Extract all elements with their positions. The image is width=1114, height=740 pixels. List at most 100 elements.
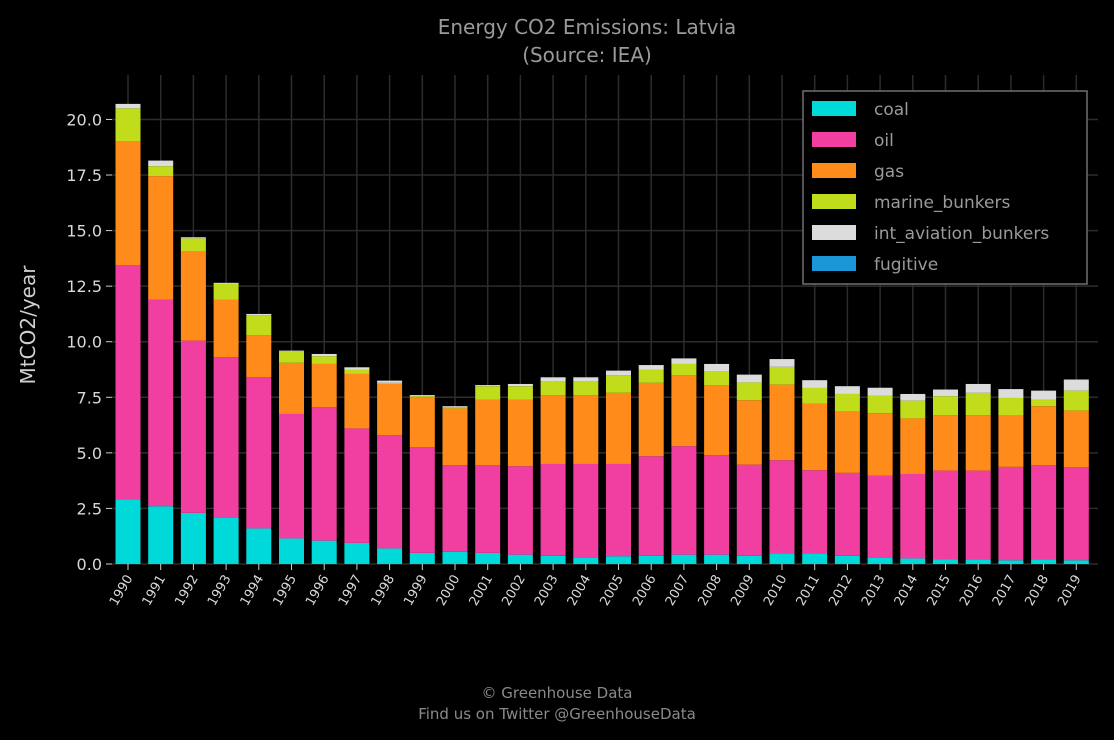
bar-int_aviation_bunkers-1993 <box>213 282 239 284</box>
bar-int_aviation_bunkers-2008 <box>704 363 730 372</box>
bar-gas-1999 <box>409 397 435 448</box>
x-tick-label: 2005 <box>597 573 627 609</box>
bar-coal-1991 <box>148 506 174 564</box>
bar-coal-2003 <box>540 555 566 564</box>
bar-oil-2010 <box>769 460 795 554</box>
bar-int_aviation_bunkers-1994 <box>246 313 272 316</box>
bar-marine_bunkers-1993 <box>213 283 239 300</box>
bar-gas-2018 <box>1031 406 1057 466</box>
bar-oil-2014 <box>900 473 926 559</box>
x-tick-label: 2014 <box>892 573 922 609</box>
bar-gas-2009 <box>736 400 762 465</box>
bar-gas-2007 <box>671 375 697 447</box>
bar-oil-2019 <box>1063 467 1089 561</box>
bar-oil-2005 <box>606 463 631 557</box>
bar-coal-2005 <box>606 556 631 564</box>
bar-gas-2000 <box>442 408 468 466</box>
bar-coal-1996 <box>311 540 337 564</box>
bar-oil-2006 <box>638 456 664 556</box>
x-tick-label: 1991 <box>140 573 170 609</box>
bar-gas-2013 <box>867 413 893 476</box>
x-tick-label: 1994 <box>238 573 268 609</box>
y-tick-label: 7.5 <box>77 388 102 407</box>
bar-coal-2009 <box>736 555 762 564</box>
bar-marine_bunkers-2019 <box>1063 390 1089 411</box>
legend-label-int_aviation_bunkers: int_aviation_bunkers <box>874 224 1049 244</box>
y-tick-label: 0.0 <box>77 555 102 574</box>
bar-coal-2016 <box>965 559 991 564</box>
bar-marine_bunkers-1992 <box>180 238 206 252</box>
bar-coal-2000 <box>442 551 468 564</box>
bar-gas-2015 <box>933 415 958 471</box>
bar-marine_bunkers-2001 <box>475 386 501 400</box>
bar-int_aviation_bunkers-2013 <box>867 387 893 396</box>
bar-gas-1996 <box>311 363 337 408</box>
bar-oil-1993 <box>213 357 239 518</box>
bar-oil-2007 <box>671 446 697 555</box>
x-tick-label: 1997 <box>336 573 366 609</box>
bar-oil-1990 <box>115 265 141 500</box>
y-axis-label: MtCO2/year <box>16 265 40 385</box>
bar-marine_bunkers-2016 <box>965 392 991 416</box>
bar-marine_bunkers-2003 <box>540 381 566 396</box>
y-tick-label: 15.0 <box>66 222 102 241</box>
bar-marine_bunkers-2002 <box>507 386 533 400</box>
y-tick-label: 20.0 <box>66 110 102 129</box>
bar-marine_bunkers-2008 <box>704 371 730 386</box>
x-tick-label: 1995 <box>270 573 300 609</box>
bar-marine_bunkers-2004 <box>573 381 599 396</box>
bar-gas-1991 <box>148 176 174 300</box>
bar-coal-1997 <box>344 542 370 564</box>
bar-int_aviation_bunkers-2010 <box>769 359 795 367</box>
x-tick-label: 2018 <box>1023 573 1053 609</box>
bar-coal-2007 <box>671 554 697 564</box>
bar-gas-2010 <box>769 384 795 461</box>
x-tick-label: 1998 <box>369 573 399 609</box>
x-tick-label: 2015 <box>924 573 954 609</box>
bar-int_aviation_bunkers-1998 <box>377 380 403 383</box>
bar-marine_bunkers-2018 <box>1031 399 1057 407</box>
bar-int_aviation_bunkers-1992 <box>180 237 206 239</box>
bar-oil-1994 <box>246 377 272 529</box>
x-tick-label: 2016 <box>957 573 987 609</box>
bar-oil-2015 <box>933 470 958 560</box>
bar-gas-2006 <box>638 382 664 457</box>
bar-oil-2001 <box>475 465 501 553</box>
bar-coal-2002 <box>507 554 533 564</box>
legend-frame <box>802 90 1088 285</box>
bar-int_aviation_bunkers-1995 <box>279 350 304 352</box>
bar-marine_bunkers-2015 <box>933 396 958 416</box>
bar-gas-2005 <box>606 392 631 464</box>
bar-oil-2018 <box>1031 465 1057 560</box>
bar-int_aviation_bunkers-2009 <box>736 374 762 383</box>
legend-swatch-fugitive <box>812 256 856 271</box>
bar-int_aviation_bunkers-1991 <box>148 160 174 167</box>
bar-int_aviation_bunkers-1997 <box>344 367 370 370</box>
bar-gas-1997 <box>344 373 370 429</box>
bar-marine_bunkers-1996 <box>311 356 337 364</box>
legend-label-oil: oil <box>874 131 894 151</box>
bar-int_aviation_bunkers-1990 <box>115 103 141 109</box>
x-tick-label: 1993 <box>205 573 235 609</box>
bar-gas-2002 <box>507 399 533 467</box>
bar-marine_bunkers-2005 <box>606 375 631 393</box>
bar-oil-2008 <box>704 455 730 555</box>
footer-credit: © Greenhouse Data <box>481 684 633 702</box>
legend: coal oil gas marine_bunkers int_aviation_bun… <box>802 90 1088 285</box>
x-tick-label: 1996 <box>303 573 333 609</box>
x-tick-label: 1992 <box>172 573 202 609</box>
y-tick-label: 5.0 <box>77 444 102 463</box>
x-tick-label: 2010 <box>761 573 791 609</box>
bar-gas-2019 <box>1063 410 1089 468</box>
legend-swatch-oil <box>812 132 856 147</box>
bar-oil-2002 <box>507 466 533 555</box>
bar-marine_bunkers-2013 <box>867 395 893 414</box>
bar-marine_bunkers-1997 <box>344 369 370 374</box>
bar-int_aviation_bunkers-2005 <box>606 370 631 376</box>
bar-coal-2014 <box>900 558 926 564</box>
bar-marine_bunkers-1999 <box>409 396 435 398</box>
bar-marine_bunkers-1990 <box>115 108 141 142</box>
legend-swatch-coal <box>812 101 856 116</box>
bar-gas-2014 <box>900 418 926 474</box>
